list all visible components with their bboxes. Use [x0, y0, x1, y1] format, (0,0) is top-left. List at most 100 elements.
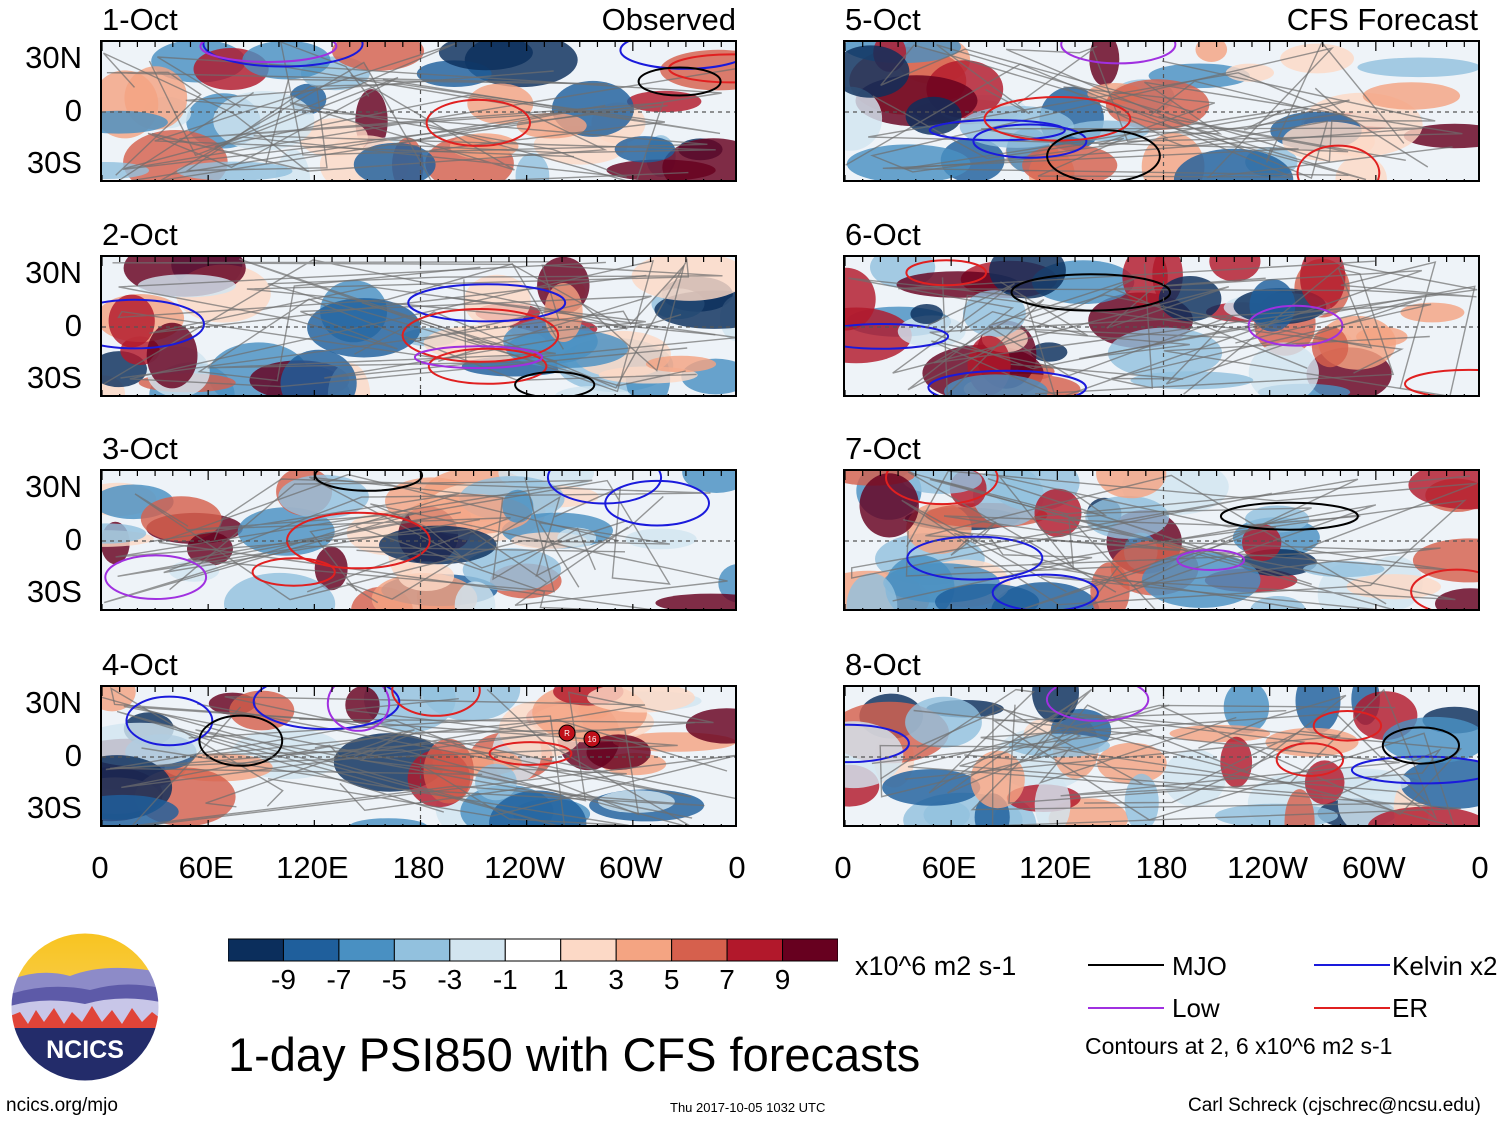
site-link[interactable]: ncics.org/mjo — [6, 1095, 118, 1116]
lon-tick-label: 60E — [921, 850, 977, 885]
coastline — [892, 277, 1266, 374]
panel-date-label: 5-Oct — [845, 2, 921, 37]
contour-line — [251, 557, 336, 587]
colorbar-swatch — [282, 938, 340, 962]
anomaly-blob — [1097, 742, 1167, 785]
colorbar-tick-label: 3 — [608, 964, 624, 995]
coastline — [868, 72, 1429, 176]
anomaly-blob — [102, 162, 149, 179]
lat-tick-label: 0 — [64, 308, 82, 343]
anomaly-blob — [331, 42, 425, 71]
lat-tick-label: 30S — [26, 790, 82, 825]
contour-line — [391, 687, 481, 717]
storm-marker: R — [558, 724, 576, 742]
lon-tick-label: 60W — [598, 850, 663, 885]
anomaly-blob — [108, 294, 155, 348]
colorbar-swatch — [671, 938, 728, 962]
anomaly-blob — [515, 153, 550, 180]
contour-line — [407, 283, 567, 323]
coastline — [356, 503, 728, 606]
anomaly-blob — [1284, 789, 1315, 825]
contour-line — [1045, 687, 1150, 722]
colorbar-swatch — [726, 938, 784, 962]
heatmap-field — [102, 471, 735, 609]
contour-line — [905, 259, 987, 287]
contour-line — [199, 42, 338, 63]
anomaly-blob — [859, 473, 919, 538]
coastline — [943, 507, 1312, 609]
anomaly-blob — [606, 159, 716, 180]
contour-line — [102, 298, 205, 350]
lat-tick-label: 30N — [25, 255, 82, 290]
coastline — [102, 691, 714, 825]
coastline — [1035, 285, 1476, 395]
coastline — [124, 74, 627, 178]
lon-tick-label: 0 — [1471, 850, 1489, 885]
contour-line — [1404, 368, 1478, 395]
anomaly-blob — [349, 818, 427, 825]
coastline — [871, 716, 1237, 798]
colorbar-tick-label: -7 — [326, 964, 352, 995]
map-panel — [100, 255, 737, 397]
coastline — [163, 478, 711, 574]
colorbar-tick-label: -5 — [381, 964, 407, 995]
heatmap-field — [102, 257, 735, 395]
anomaly-blob — [718, 564, 735, 603]
anomaly-blob — [885, 555, 955, 609]
anomaly-blob — [137, 274, 236, 298]
anomaly-blob — [685, 708, 735, 744]
anomaly-blob — [845, 267, 876, 331]
anomaly-blob — [845, 721, 904, 789]
author-credit: Carl Schreck (cjschrec@ncsu.edu) — [1188, 1095, 1481, 1116]
lon-tick-label: 180 — [392, 850, 445, 885]
contour-line — [252, 687, 401, 731]
anomaly-blob — [102, 110, 168, 134]
heatmap-field — [845, 42, 1478, 180]
colorbar-swatch — [782, 938, 839, 962]
lon-tick-label: 120E — [1019, 850, 1092, 885]
anomaly-blob — [905, 696, 982, 748]
coastline — [880, 44, 1367, 180]
anomaly-blob — [1403, 123, 1478, 149]
colorbar-swatch — [449, 938, 506, 962]
ncics-logo: NCICS — [10, 932, 160, 1082]
lat-tick-label: 30S — [26, 145, 82, 180]
coastline — [143, 715, 735, 825]
anomaly-blob — [1242, 523, 1282, 562]
lat-tick-label: 30S — [26, 360, 82, 395]
contour-line — [326, 687, 391, 732]
coastline — [959, 704, 1442, 804]
contour-line — [619, 42, 735, 70]
legend-kelvin-line — [1314, 964, 1390, 966]
main-title: 1-day PSI850 with CFS forecasts — [228, 1028, 921, 1081]
lat-tick-label: 0 — [64, 93, 82, 128]
contour-line — [1046, 129, 1161, 180]
coastline — [1017, 48, 1463, 143]
anomaly-blob — [846, 144, 971, 180]
heatmap-field — [845, 257, 1478, 395]
lat-tick-label: 30N — [25, 40, 82, 75]
legend-low-line — [1088, 1007, 1164, 1009]
anomaly-blob — [1225, 63, 1274, 82]
anomaly-blob — [505, 329, 629, 368]
contour-line — [427, 347, 548, 385]
contour-line — [885, 471, 999, 506]
timestamp: Thu 2017-10-05 1032 UTC — [670, 1100, 826, 1115]
panel-date-label: 1-Oct — [102, 2, 178, 37]
map-panel — [100, 40, 737, 182]
lat-tick-label: 30N — [25, 685, 82, 720]
lon-tick-label: 120W — [484, 850, 566, 885]
coastline — [141, 747, 629, 825]
legend-low-label: Low — [1172, 993, 1220, 1023]
heatmap-field — [102, 42, 735, 180]
panel-date-label: 6-Oct — [845, 217, 921, 252]
anomaly-blob — [846, 573, 898, 609]
contour-line — [927, 369, 1087, 395]
contour-line — [1247, 304, 1344, 347]
lon-tick-label: 0 — [91, 850, 109, 885]
lon-tick-label: 120W — [1227, 850, 1309, 885]
contour-line — [1296, 144, 1381, 180]
colorbar-tick-label: -3 — [437, 964, 463, 995]
colorbar-swatch — [393, 938, 451, 962]
coastline — [346, 495, 664, 604]
